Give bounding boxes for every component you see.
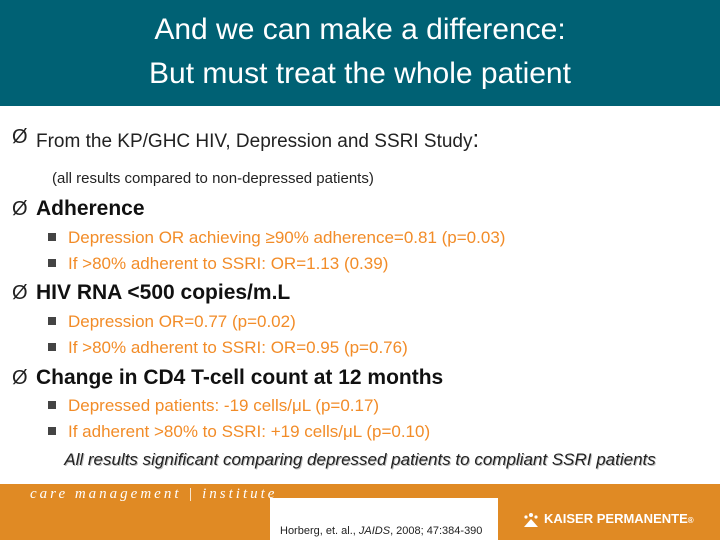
care-management-institute-logo: care management | institute xyxy=(30,486,278,502)
study-colon: : xyxy=(472,126,480,153)
list-item: If >80% adherent to SSRI: OR=0.95 (p=0.7… xyxy=(48,338,408,358)
list-item: If adherent >80% to SSRI: +19 cells/μL (… xyxy=(48,422,430,442)
citation-box xyxy=(270,498,498,540)
arrow-bullet-icon: Ø xyxy=(12,282,28,304)
list-item: Depression OR=0.77 (p=0.02) xyxy=(48,312,296,332)
square-bullet-icon xyxy=(48,426,56,435)
study-bullet: From the KP/GHC HIV, Depression and SSRI… xyxy=(36,126,479,154)
title-bar xyxy=(0,0,720,106)
citation: Horberg, et. al., JAIDS, 2008; 47:384-39… xyxy=(280,525,483,537)
study-text: From the KP/GHC HIV, Depression and SSRI… xyxy=(36,131,473,152)
square-bullet-icon xyxy=(48,316,56,325)
kaiser-permanente-logo: KAISER PERMANENTE® xyxy=(522,511,694,528)
summary-statement: All results significant comparing depres… xyxy=(64,450,656,469)
arrow-bullet-icon: Ø xyxy=(12,126,28,148)
section-heading-hiv-rna: HIV RNA <500 copies/m.L xyxy=(36,281,291,304)
title-line-2: But must treat the whole patient xyxy=(149,57,571,90)
study-note: (all results compared to non-depressed p… xyxy=(52,170,374,187)
square-bullet-icon xyxy=(48,342,56,351)
list-item: Depression OR achieving ≥90% adherence=0… xyxy=(48,228,505,248)
section-heading-cd4: Change in CD4 T-cell count at 12 months xyxy=(36,366,444,389)
title-line-1: And we can make a difference: xyxy=(154,13,566,46)
arrow-bullet-icon: Ø xyxy=(12,367,28,389)
list-item: If >80% adherent to SSRI: OR=1.13 (0.39) xyxy=(48,254,388,274)
kp-logo-icon xyxy=(524,512,538,527)
square-bullet-icon xyxy=(48,232,56,241)
arrow-bullet-icon: Ø xyxy=(12,198,28,220)
list-item: Depressed patients: -19 cells/μL (p=0.17… xyxy=(48,396,379,416)
square-bullet-icon xyxy=(48,258,56,267)
slide-title: And we can make a difference: But must t… xyxy=(0,8,720,96)
section-heading-adherence: Adherence xyxy=(36,197,145,220)
square-bullet-icon xyxy=(48,400,56,409)
